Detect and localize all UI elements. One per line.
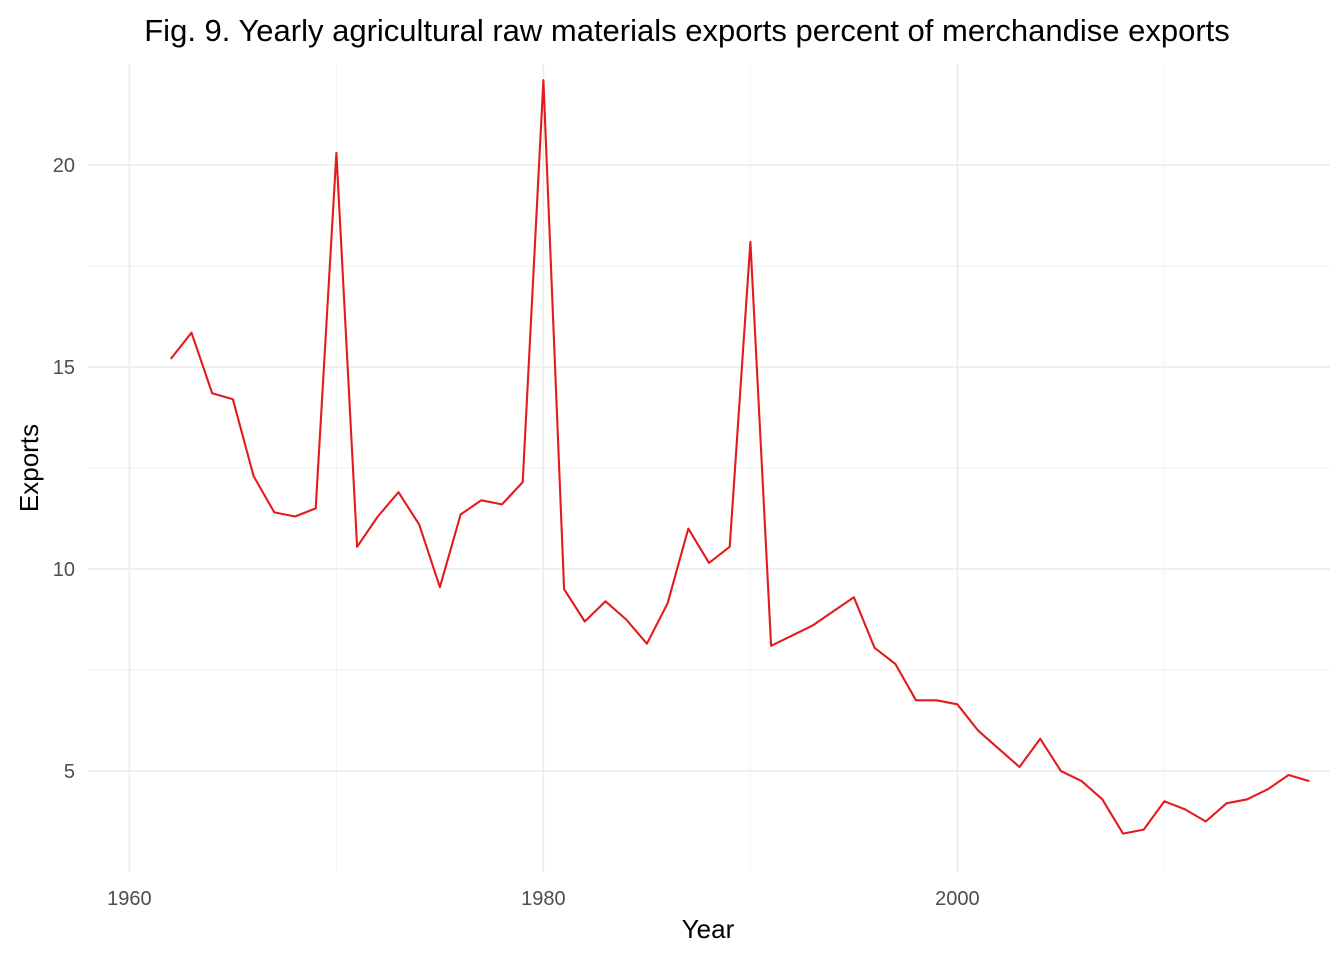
y-tick-label: 20 bbox=[53, 155, 75, 177]
series-group bbox=[169, 79, 1310, 835]
x-tick-label: 1980 bbox=[521, 888, 566, 910]
y-axis-title: Exports bbox=[14, 424, 44, 512]
x-axis-title: Year bbox=[682, 914, 735, 944]
chart-title: Fig. 9. Yearly agricultural raw material… bbox=[144, 13, 1230, 48]
x-axis-tick-labels: 1960 1980 2000 bbox=[107, 888, 980, 910]
y-tick-label: 10 bbox=[53, 559, 75, 581]
y-tick-label: 5 bbox=[64, 761, 75, 783]
series-line bbox=[169, 79, 1310, 835]
y-tick-label: 15 bbox=[53, 357, 75, 379]
x-tick-label: 1960 bbox=[107, 888, 152, 910]
x-tick-label: 2000 bbox=[935, 888, 980, 910]
minor-gridlines bbox=[88, 64, 1330, 872]
major-gridlines bbox=[88, 64, 1330, 872]
y-axis-tick-labels: 5 10 15 20 bbox=[53, 155, 75, 783]
